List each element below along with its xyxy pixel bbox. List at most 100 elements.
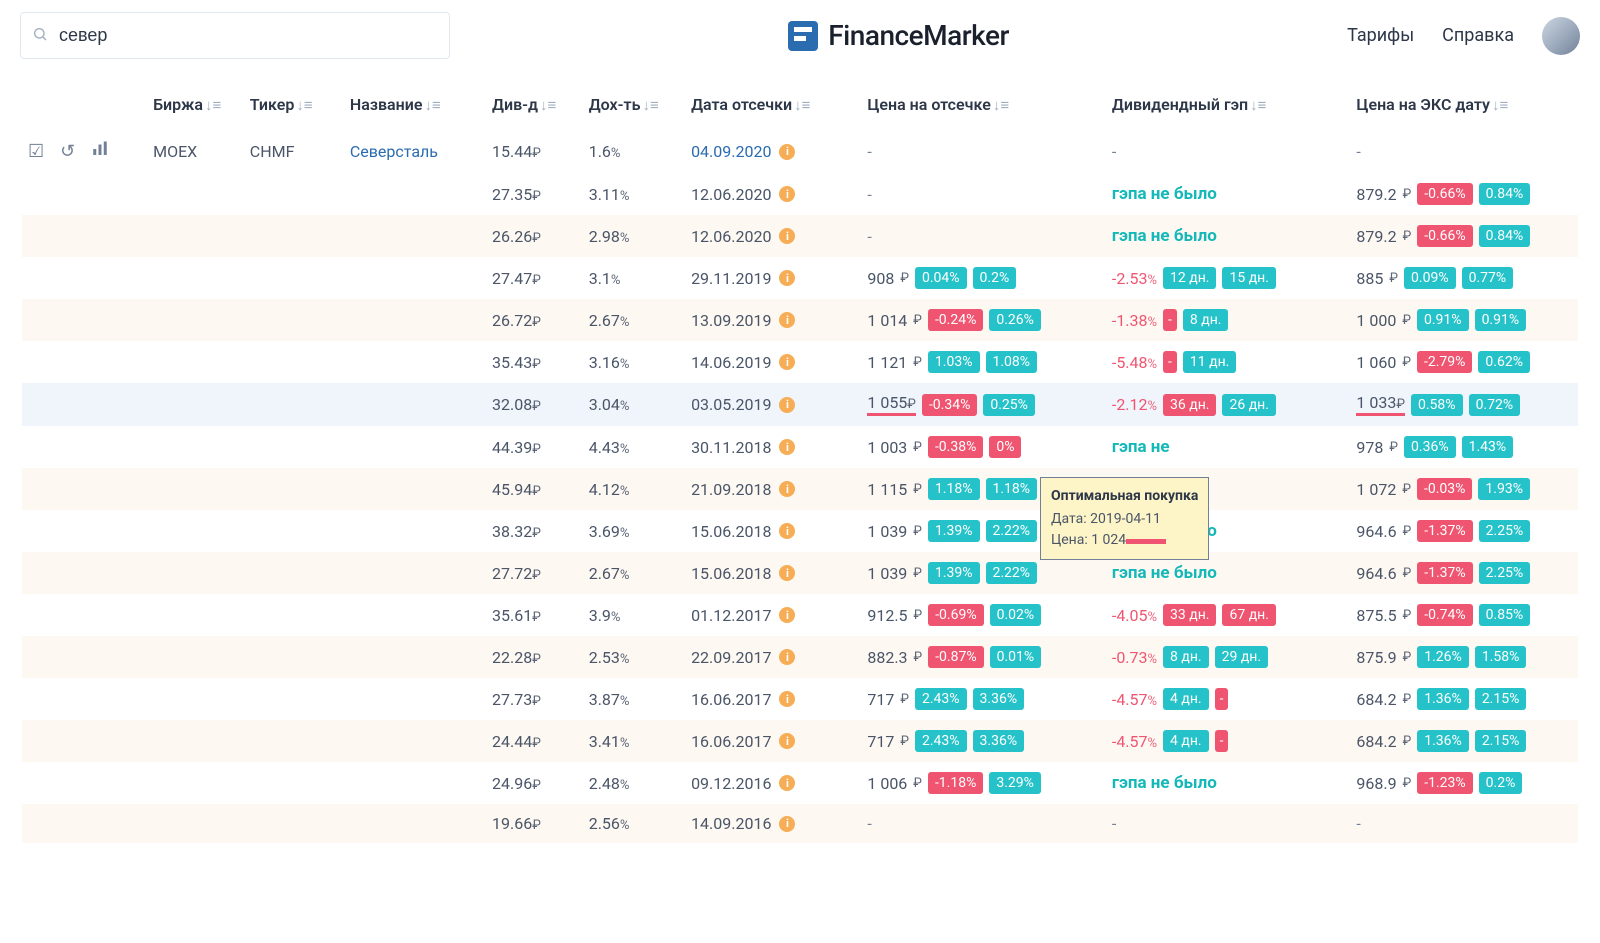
info-icon[interactable]: i <box>779 312 795 328</box>
info-icon[interactable]: i <box>779 439 795 455</box>
col-cut-price[interactable]: Цена на отсечке↓≡ <box>861 79 1106 130</box>
badge: 1.39% <box>928 562 980 584</box>
cell-yield: 4.12% <box>583 468 685 510</box>
nav-tariffs[interactable]: Тарифы <box>1347 25 1414 46</box>
cell-date: 04.09.2020 i <box>685 130 861 173</box>
table-row[interactable]: 26.26₽ 2.98% 12.06.2020i - гэпа не было … <box>22 215 1578 257</box>
info-icon[interactable]: i <box>779 816 795 832</box>
badge: 26 дн. <box>1222 394 1275 416</box>
nav-help[interactable]: Справка <box>1442 25 1514 46</box>
table-row[interactable]: 24.44₽ 3.41% 16.06.2017i 717₽ 2.43% 3.36… <box>22 720 1578 762</box>
col-cut-date[interactable]: Дата отсечки↓≡ <box>685 79 861 130</box>
info-icon[interactable]: i <box>779 733 795 749</box>
cell-ticker <box>244 257 344 299</box>
chart-icon[interactable] <box>91 140 109 163</box>
col-ex-price[interactable]: Цена на ЭКС дату↓≡ <box>1350 79 1578 130</box>
cell-date: 03.05.2019i <box>685 383 861 426</box>
table-row[interactable]: 19.66₽ 2.56% 14.09.2016i - - - <box>22 804 1578 843</box>
table-row[interactable]: 27.72₽ 2.67% 15.06.2018i 1 039₽ 1.39% 2.… <box>22 552 1578 594</box>
cell-gap: гэпа не было <box>1106 173 1351 215</box>
info-icon[interactable]: i <box>779 649 795 665</box>
cell-yield: 3.41% <box>583 720 685 762</box>
cell-exchange <box>147 510 244 552</box>
avatar[interactable] <box>1542 17 1580 55</box>
table-row[interactable]: 27.73₽ 3.87% 16.06.2017i 717₽ 2.43% 3.36… <box>22 678 1578 720</box>
info-icon[interactable]: i <box>779 565 795 581</box>
info-icon[interactable]: i <box>779 270 795 286</box>
cut-date: 01.12.2017 <box>691 606 771 625</box>
cell-icons <box>22 257 147 299</box>
table-row[interactable]: 38.32₽ 3.69% 15.06.2018i 1 039₽ 1.39% 2.… <box>22 510 1578 552</box>
cell-ex-price: 1 033₽ 0.58% 0.72% <box>1350 383 1578 426</box>
col-exchange[interactable]: Биржа↓≡ <box>147 79 244 130</box>
info-icon[interactable]: i <box>779 186 795 202</box>
cell-dividend: 38.32₽ <box>486 510 583 552</box>
col-name[interactable]: Название↓≡ <box>344 79 486 130</box>
cell-gap: -1.38% - 8 дн. <box>1106 299 1351 341</box>
badge: 2.15% <box>1475 730 1527 752</box>
table-row[interactable]: 35.61₽ 3.9% 01.12.2017i 912.5₽ -0.69% 0.… <box>22 594 1578 636</box>
col-gap[interactable]: Дивидендный гэп↓≡ <box>1106 79 1351 130</box>
cell-date: 13.09.2019i <box>685 299 861 341</box>
table-row[interactable]: 22.28₽ 2.53% 22.09.2017i 882.3₽ -0.87% 0… <box>22 636 1578 678</box>
info-icon[interactable]: i <box>779 607 795 623</box>
badge: 0.62% <box>1478 351 1530 373</box>
badge: 1.18% <box>986 478 1038 500</box>
col-dividend[interactable]: Див-д↓≡ <box>486 79 583 130</box>
search-input[interactable] <box>20 12 450 59</box>
info-icon[interactable]: i <box>779 228 795 244</box>
gap-pct: -5.48% <box>1112 353 1157 372</box>
cell-gap: -4.57% 4 дн. - <box>1106 678 1351 720</box>
gap-pct: -0.73% <box>1112 648 1157 667</box>
badge: -0.66% <box>1417 225 1472 247</box>
company-link[interactable]: Северсталь <box>350 142 438 161</box>
cut-date: 29.11.2019 <box>691 269 771 288</box>
badge: 0.91% <box>1475 309 1527 331</box>
cell-date: 14.06.2019i <box>685 341 861 383</box>
cell-ex-price: 964.6₽ -1.37% 2.25% <box>1350 552 1578 594</box>
table-row[interactable]: 44.39₽ 4.43% 30.11.2018i 1 003₽ -0.38% 0… <box>22 426 1578 468</box>
cell-gap: - <box>1106 130 1351 173</box>
cell-exchange <box>147 299 244 341</box>
table-row[interactable]: 45.94₽ 4.12% 21.09.2018i 1 115₽ 1.18% 1.… <box>22 468 1578 510</box>
info-icon[interactable]: i <box>779 397 795 413</box>
cell-dividend: 26.72₽ <box>486 299 583 341</box>
info-icon[interactable]: i <box>779 523 795 539</box>
badge: 1.36% <box>1417 688 1469 710</box>
table-row[interactable]: 27.47₽ 3.1% 29.11.2019i 908₽ 0.04% 0.2% … <box>22 257 1578 299</box>
info-icon[interactable]: i <box>779 354 795 370</box>
cut-date[interactable]: 04.09.2020 <box>691 142 771 161</box>
table-row[interactable]: 35.43₽ 3.16% 14.06.2019i 1 121₽ 1.03% 1.… <box>22 341 1578 383</box>
history-icon[interactable]: ↺ <box>60 141 75 162</box>
cell-dividend: 27.72₽ <box>486 552 583 594</box>
gap-text: гэпа не <box>1112 437 1170 457</box>
cell-ticker: CHMF <box>244 130 344 173</box>
cell-exchange <box>147 426 244 468</box>
logo[interactable]: FinanceMarker <box>470 19 1327 52</box>
badge: - <box>1215 730 1229 752</box>
table-row[interactable]: 32.08₽ 3.04% 03.05.2019i 1 055₽ -0.34% 0… <box>22 383 1578 426</box>
cell-name <box>344 468 486 510</box>
table-row[interactable]: ☑ ↺ MOEX CHMF Северсталь 15.44₽ 1.6% 04.… <box>22 130 1578 173</box>
badge: 36 дн. <box>1163 394 1216 416</box>
badge: 2.43% <box>915 688 967 710</box>
info-icon[interactable]: i <box>779 144 795 160</box>
cell-dividend: 35.43₽ <box>486 341 583 383</box>
table-row[interactable]: 24.96₽ 2.48% 09.12.2016i 1 006₽ -1.18% 3… <box>22 762 1578 804</box>
info-icon[interactable]: i <box>779 481 795 497</box>
cell-gap: -2.53% 12 дн. 15 дн. <box>1106 257 1351 299</box>
cell-ex-price: 968.9₽ -1.23% 0.2% <box>1350 762 1578 804</box>
check-icon[interactable]: ☑ <box>28 141 44 162</box>
cell-date: 01.12.2017 i <box>685 594 861 636</box>
info-icon[interactable]: i <box>779 691 795 707</box>
col-ticker[interactable]: Тикер↓≡ <box>244 79 344 130</box>
col-yield[interactable]: Дох-ть↓≡ <box>583 79 685 130</box>
badge: 1.18% <box>928 478 980 500</box>
info-icon[interactable]: i <box>779 775 795 791</box>
cell-ex-price: 875.9₽ 1.26% 1.58% <box>1350 636 1578 678</box>
cell-cut-price: 1 006₽ -1.18% 3.29% <box>861 762 1106 804</box>
table-row[interactable]: 27.35₽ 3.11% 12.06.2020i - гэпа не было … <box>22 173 1578 215</box>
cell-yield: 3.16% <box>583 341 685 383</box>
table-row[interactable]: 26.72₽ 2.67% 13.09.2019i 1 014₽ -0.24% 0… <box>22 299 1578 341</box>
cell-ex-price: 684.2₽ 1.36% 2.15% <box>1350 720 1578 762</box>
